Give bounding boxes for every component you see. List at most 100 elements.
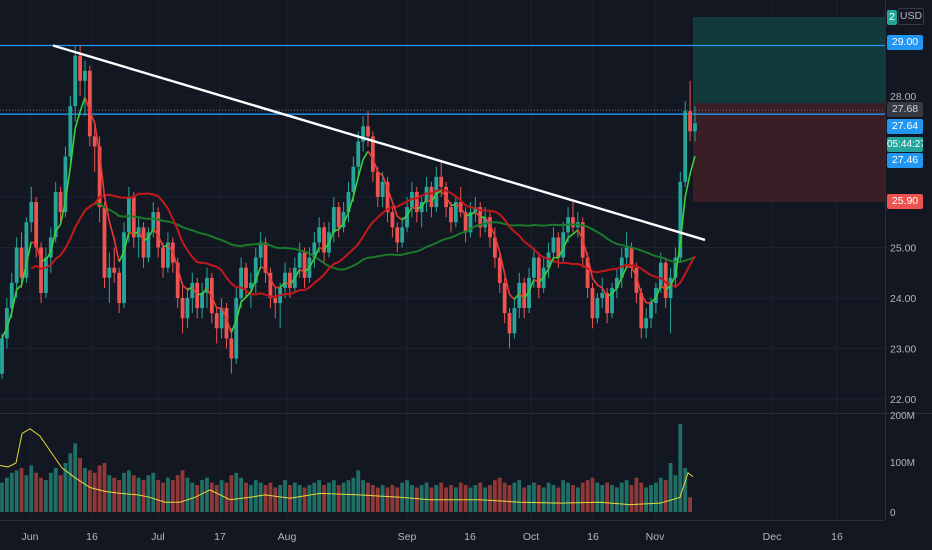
ribbon-segment <box>430 192 438 203</box>
candle-body <box>283 272 287 288</box>
ribbon-segment <box>113 239 120 262</box>
volume-bar <box>488 485 492 512</box>
candle-body <box>4 308 9 339</box>
volume-bar <box>29 465 34 512</box>
volume-bar <box>34 472 39 512</box>
volume-bar <box>361 480 366 512</box>
volume-bar <box>644 487 649 512</box>
volume-bar <box>566 482 570 512</box>
volume-bar <box>629 485 634 512</box>
candle-body <box>244 267 248 288</box>
ribbon-segment <box>64 167 72 201</box>
ribbon-segment <box>255 266 262 281</box>
volume-bar <box>205 477 209 512</box>
volume-bar <box>497 477 502 512</box>
ribbon-segment <box>98 152 106 197</box>
ribbon-segment <box>289 278 296 285</box>
volume-bar <box>190 482 195 512</box>
volume-bar <box>375 487 380 512</box>
volume-bar <box>307 485 312 512</box>
candle-body <box>102 207 107 278</box>
volume-bar <box>126 470 131 512</box>
candle-body <box>629 247 634 268</box>
currency-label[interactable]: USD <box>898 8 924 25</box>
volume-bar <box>458 482 463 512</box>
ribbon-segment <box>6 311 13 329</box>
volume-bar <box>390 485 395 512</box>
volume-bar <box>53 467 58 512</box>
volume-bar <box>600 485 605 512</box>
volume-bar <box>317 480 322 512</box>
candle-body <box>229 338 234 359</box>
price-tag-countdown: 05:44:27 <box>887 137 923 152</box>
candle-body <box>390 212 395 228</box>
volume-bar <box>273 487 278 512</box>
candle-body <box>512 308 517 334</box>
ribbon-segment <box>669 275 677 286</box>
volume-bar <box>263 485 268 512</box>
volume-bar <box>39 477 43 512</box>
volume-bar <box>395 487 400 512</box>
moving-averages <box>1 97 696 339</box>
ribbon-segment <box>201 287 208 295</box>
candle-body <box>19 247 24 278</box>
ribbon-segment <box>655 285 662 298</box>
ribbon-segment <box>211 296 218 309</box>
volume-bar <box>634 477 639 512</box>
candle-body <box>634 267 639 293</box>
ribbon-segment <box>377 171 384 177</box>
ribbon-segment <box>533 278 540 284</box>
volume-bar <box>63 463 68 512</box>
candle-body <box>683 111 688 182</box>
candle-body <box>126 197 131 233</box>
volume-bar <box>654 482 658 512</box>
volume-bar <box>536 485 541 512</box>
candle-body <box>312 242 317 258</box>
candle-body <box>649 303 653 319</box>
ribbon-segment <box>84 97 91 112</box>
volume-bar <box>595 482 600 512</box>
volume-bar <box>546 482 551 512</box>
candle-body <box>253 257 258 283</box>
candle-body <box>414 191 419 213</box>
ribbon-segment <box>484 216 491 225</box>
volume-bar <box>122 472 126 512</box>
ribbon-segment <box>167 244 174 252</box>
volume-bar <box>492 480 497 512</box>
x-tick-label: 16 <box>464 531 476 543</box>
candle-body <box>658 262 663 288</box>
volume-bar <box>434 485 439 512</box>
candle-body <box>0 338 4 374</box>
candle-body <box>678 181 683 258</box>
volume-bar <box>619 482 624 512</box>
candle-body <box>112 267 117 273</box>
volume-bar <box>532 482 536 512</box>
ribbon-segment <box>650 297 657 304</box>
candle-body <box>585 257 590 288</box>
candle-body <box>200 292 204 309</box>
position-zones <box>693 17 885 203</box>
candle-body <box>663 262 668 298</box>
price-tag-last: 27.68 <box>887 102 923 117</box>
ribbon-segment <box>220 307 228 319</box>
candle-body <box>351 166 356 192</box>
candle-body <box>571 217 575 228</box>
volume-bar <box>19 467 24 512</box>
x-tick-label: Sep <box>398 531 417 543</box>
candle-body <box>556 237 561 258</box>
ribbon-segment <box>542 268 550 278</box>
x-tick-label: 17 <box>214 531 226 543</box>
ribbon-segment <box>606 292 613 298</box>
ribbon-segment <box>45 251 52 261</box>
ribbon-segment <box>440 190 447 198</box>
target-zone <box>693 17 885 115</box>
ribbon-segment <box>523 290 530 300</box>
ribbon-segment <box>577 229 584 240</box>
ribbon-segment <box>386 188 394 203</box>
candle-body <box>449 207 453 223</box>
ribbon-segment <box>245 291 252 298</box>
volume-bar <box>380 485 385 512</box>
candle-body <box>395 227 400 243</box>
volume-bar <box>83 467 87 512</box>
